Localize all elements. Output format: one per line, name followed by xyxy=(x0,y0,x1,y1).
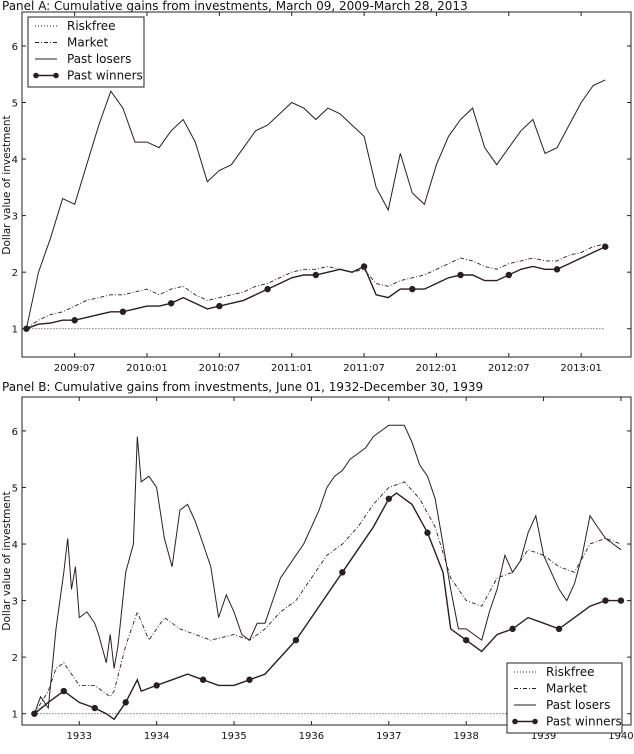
x-tick-label: 2011:07 xyxy=(343,363,385,374)
y-tick-label: 1 xyxy=(12,710,18,721)
legend-label: Riskfree xyxy=(67,19,116,33)
x-tick-label: 1936 xyxy=(299,731,324,742)
panel-a: 1 2 3 4 5 6 2009:07 2010:01 2010:07 2011:01 2011:0… xyxy=(12,11,632,374)
legend-label: Market xyxy=(67,36,109,50)
panel-a-title: Panel A: Cumulative gains from investmen… xyxy=(2,0,468,13)
legend-label: Riskfree xyxy=(546,665,595,679)
data-point-past-winners xyxy=(199,676,207,683)
data-point-past-winners xyxy=(409,285,416,293)
y-tick-label: 2 xyxy=(12,268,18,279)
x-tick-label: 2012:07 xyxy=(488,363,530,374)
data-point-past-winners xyxy=(555,625,563,633)
data-point-past-winners xyxy=(457,271,464,279)
x-tick-label: 2013:01 xyxy=(560,363,602,374)
data-point-past-winners xyxy=(60,687,67,695)
x-tick-label: 1933 xyxy=(67,731,92,742)
x-tick-label: 2011:01 xyxy=(271,363,313,374)
y-tick-label: 5 xyxy=(12,98,18,109)
x-tick-label: 2009:07 xyxy=(54,363,96,374)
data-point-past-winners xyxy=(312,271,320,279)
series-line-past-winners xyxy=(26,246,606,330)
plot-frame xyxy=(21,11,632,358)
series-line-market xyxy=(26,243,606,330)
y-tick-label: 3 xyxy=(12,597,18,608)
plot-frame xyxy=(21,396,632,726)
data-point-past-winners xyxy=(339,569,346,576)
legend-label: Market xyxy=(546,682,588,696)
data-point-past-winners xyxy=(509,625,516,633)
data-point-past-winners xyxy=(31,710,38,717)
x-tick-label: 1937 xyxy=(376,731,401,742)
legend-marker xyxy=(532,718,538,725)
legend-marker xyxy=(53,72,59,79)
data-point-past-winners xyxy=(153,682,160,689)
legend-marker xyxy=(512,718,518,725)
panel-a-ylabel: Dollar value of investment xyxy=(1,115,13,254)
data-point-past-winners xyxy=(216,302,223,310)
y-tick-label: 4 xyxy=(12,155,18,166)
data-point-past-winners xyxy=(505,271,512,279)
data-point-past-winners xyxy=(119,308,127,315)
x-tick-label: 1935 xyxy=(221,731,246,742)
data-point-past-winners xyxy=(602,597,609,604)
legend-label: Past losers xyxy=(67,52,131,66)
y-tick-label: 4 xyxy=(12,540,18,551)
data-point-past-winners xyxy=(617,597,625,604)
x-tick-label: 1939 xyxy=(531,731,556,742)
x-tick-label: 1938 xyxy=(453,731,478,742)
data-point-past-winners xyxy=(360,263,368,270)
data-point-past-winners xyxy=(264,285,271,293)
panel-b-title: Panel B: Cumulative gains from investmen… xyxy=(2,380,483,394)
x-tick-label: 1940 xyxy=(608,731,633,742)
data-point-past-winners xyxy=(246,676,253,683)
x-tick-label: 2012:01 xyxy=(416,363,458,374)
series-line-past-losers xyxy=(33,424,622,714)
legend-marker xyxy=(33,72,39,79)
y-tick-label: 3 xyxy=(12,212,18,223)
panel-b-ylabel: Dollar value of investment xyxy=(1,491,13,630)
data-point-past-winners xyxy=(424,529,431,536)
data-point-past-winners xyxy=(462,636,470,644)
x-tick-label: 2010:07 xyxy=(199,363,241,374)
y-tick-label: 1 xyxy=(12,325,18,336)
y-tick-label: 2 xyxy=(12,653,18,664)
data-point-past-winners xyxy=(602,243,609,250)
data-point-past-winners xyxy=(292,636,300,644)
y-tick-label: 6 xyxy=(12,42,18,53)
y-tick-label: 6 xyxy=(12,427,18,438)
data-point-past-winners xyxy=(71,317,78,324)
data-point-past-winners xyxy=(167,300,175,307)
legend-label: Past winners xyxy=(546,715,622,729)
y-tick-label: 5 xyxy=(12,483,18,494)
data-point-past-winners xyxy=(385,495,392,502)
data-point-past-winners xyxy=(23,325,30,332)
x-tick-label: 1934 xyxy=(144,731,169,742)
data-point-past-winners xyxy=(122,699,129,706)
legend-label: Past losers xyxy=(546,698,610,712)
x-tick-label: 2010:01 xyxy=(126,363,168,374)
panel-b: 1 2 3 4 5 6 1933 1934 1935 1936 1937 1938 1939 1940 Ri… xyxy=(12,396,634,742)
legend-label: Past winners xyxy=(67,69,143,83)
data-point-past-winners xyxy=(553,266,561,273)
series-line-past-losers xyxy=(25,79,606,329)
data-point-past-winners xyxy=(91,704,98,712)
